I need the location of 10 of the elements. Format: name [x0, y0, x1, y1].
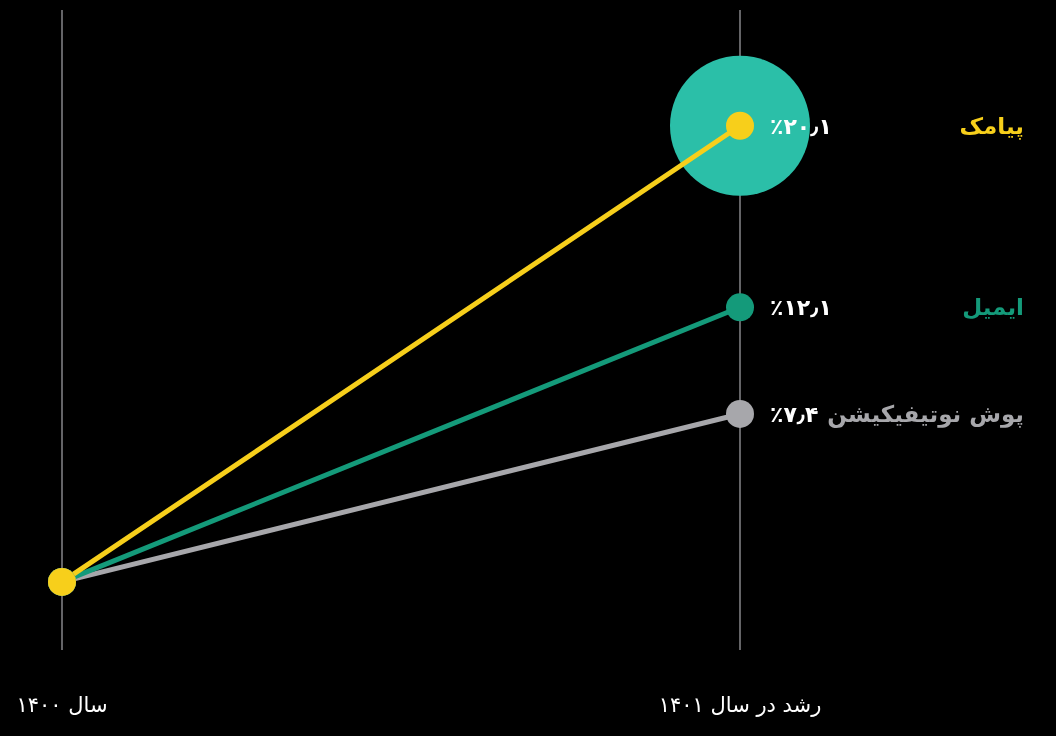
point: [726, 293, 754, 322]
text: پوش نوتیفیکیشن: [827, 400, 1024, 428]
point: [726, 111, 754, 140]
data-label: ٪۱۲٫۱: [770, 295, 832, 321]
x-tick-label: سال ۱۴۰۰: [16, 693, 108, 717]
text: ایمیل: [962, 294, 1024, 321]
text: پیامک: [959, 112, 1024, 140]
x-tick-label: رشد در سال ۱۴۰۱: [658, 693, 822, 717]
point: [726, 399, 754, 428]
data-label: ٪۷٫۴: [770, 401, 819, 427]
